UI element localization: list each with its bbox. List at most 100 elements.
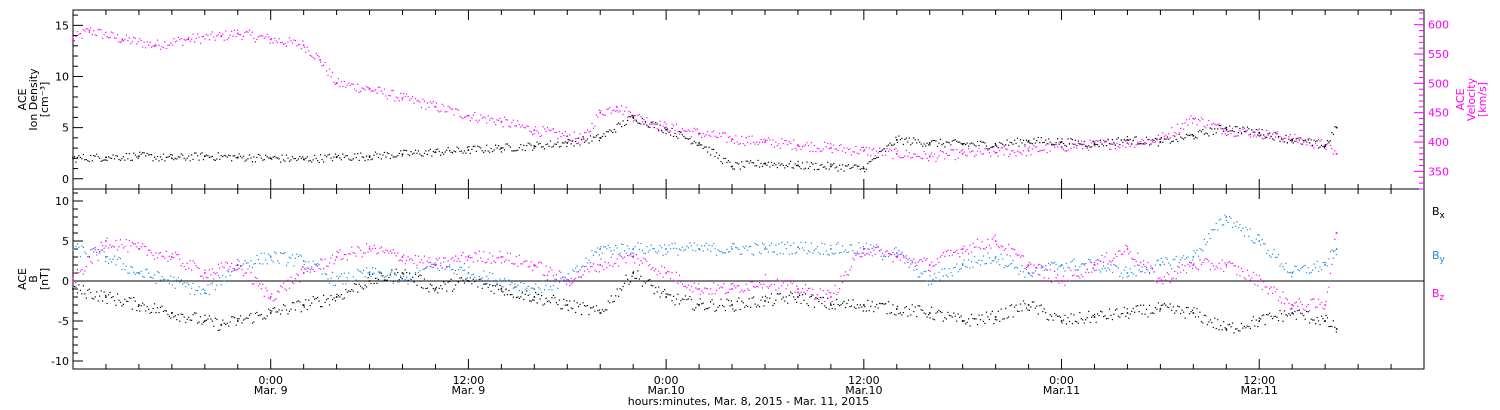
velocity-point [800,148,802,150]
by-point [1095,259,1097,262]
bz-point [1125,244,1127,246]
by-point [100,249,102,251]
velocity-point [1304,139,1306,141]
bz-point [145,246,147,248]
bx-point [973,318,976,320]
velocity-point [236,32,239,35]
bx-point [391,269,393,271]
bz-point [954,251,956,253]
velocity-point [539,135,541,138]
density-point [1246,126,1248,128]
by-point [827,253,829,256]
bx-point [515,296,517,299]
bx-point [205,319,208,321]
bz-point [1162,283,1164,285]
density-point [1089,146,1091,148]
by-point [948,268,950,270]
bz-point [1019,256,1022,258]
bz-point [1095,269,1097,271]
bx-point [96,291,98,293]
density-point [843,170,845,172]
by-point [920,272,922,274]
by-point [672,247,675,249]
velocity-point [490,117,492,119]
by-point [935,277,937,279]
by-point [625,252,627,254]
velocity-point [661,129,663,131]
bz-point [1215,265,1217,268]
bz-point [1126,246,1128,248]
bx-point [882,302,884,305]
bz-point [707,288,709,290]
bz-point [110,246,113,248]
bx-point [1297,309,1299,312]
by-point [626,245,629,247]
bx-point [1294,310,1296,313]
velocity-point [702,132,704,135]
bz-point [438,257,440,259]
bz-point [1033,264,1035,266]
velocity-point [1094,145,1096,147]
bx-point [836,298,838,301]
by-point [1236,221,1238,223]
bz-point [1131,257,1133,260]
bz-point [376,253,378,255]
density-point [730,165,732,168]
bx-point [911,304,913,306]
by-point [738,248,740,251]
density-point [1187,134,1189,137]
bz-point [456,260,458,262]
bx-point [615,295,617,297]
bx-point [87,289,89,291]
by-point [1258,234,1260,236]
bz-point [174,251,176,253]
bx-point [787,302,789,304]
bx-point [978,314,980,316]
bx-point [272,307,274,310]
density-point [806,161,808,163]
bz-point [1039,274,1041,276]
velocity-point [612,109,614,112]
bx-point [902,312,904,314]
velocity-point [1107,139,1109,141]
by-point [383,276,385,278]
bz-point [437,259,439,261]
velocity-point [549,130,552,132]
bx-point [1015,304,1017,306]
by-point [512,287,514,289]
velocity-point [247,31,249,33]
velocity-point [302,40,304,42]
velocity-point [281,42,283,44]
by-point [778,243,780,245]
velocity-point [82,29,84,31]
velocity-point [434,106,437,108]
density-point [794,163,796,165]
velocity-point [1025,155,1028,157]
density-point [1018,145,1020,147]
by-point [994,256,997,258]
velocity-point [893,148,896,151]
velocity-point [368,88,371,91]
bx-point [340,293,342,296]
bz-point [773,284,775,286]
bz-point [1064,284,1066,286]
by-point [357,269,359,271]
by-point [723,252,725,254]
density-point [493,149,495,151]
velocity-point [1237,135,1240,137]
bx-point [984,322,986,324]
by-point [1228,215,1231,218]
velocity-point [231,30,233,32]
by-point [991,260,993,262]
by-point [1233,222,1235,224]
velocity-point [229,34,231,36]
bz-point [791,283,793,285]
bz-point [761,287,764,289]
bz-point [245,272,248,274]
velocity-point [1108,148,1111,150]
velocity-point [265,36,267,38]
density-point [686,137,688,140]
bz-point [907,261,909,263]
bz-point [1289,308,1291,310]
density-point [299,155,301,158]
